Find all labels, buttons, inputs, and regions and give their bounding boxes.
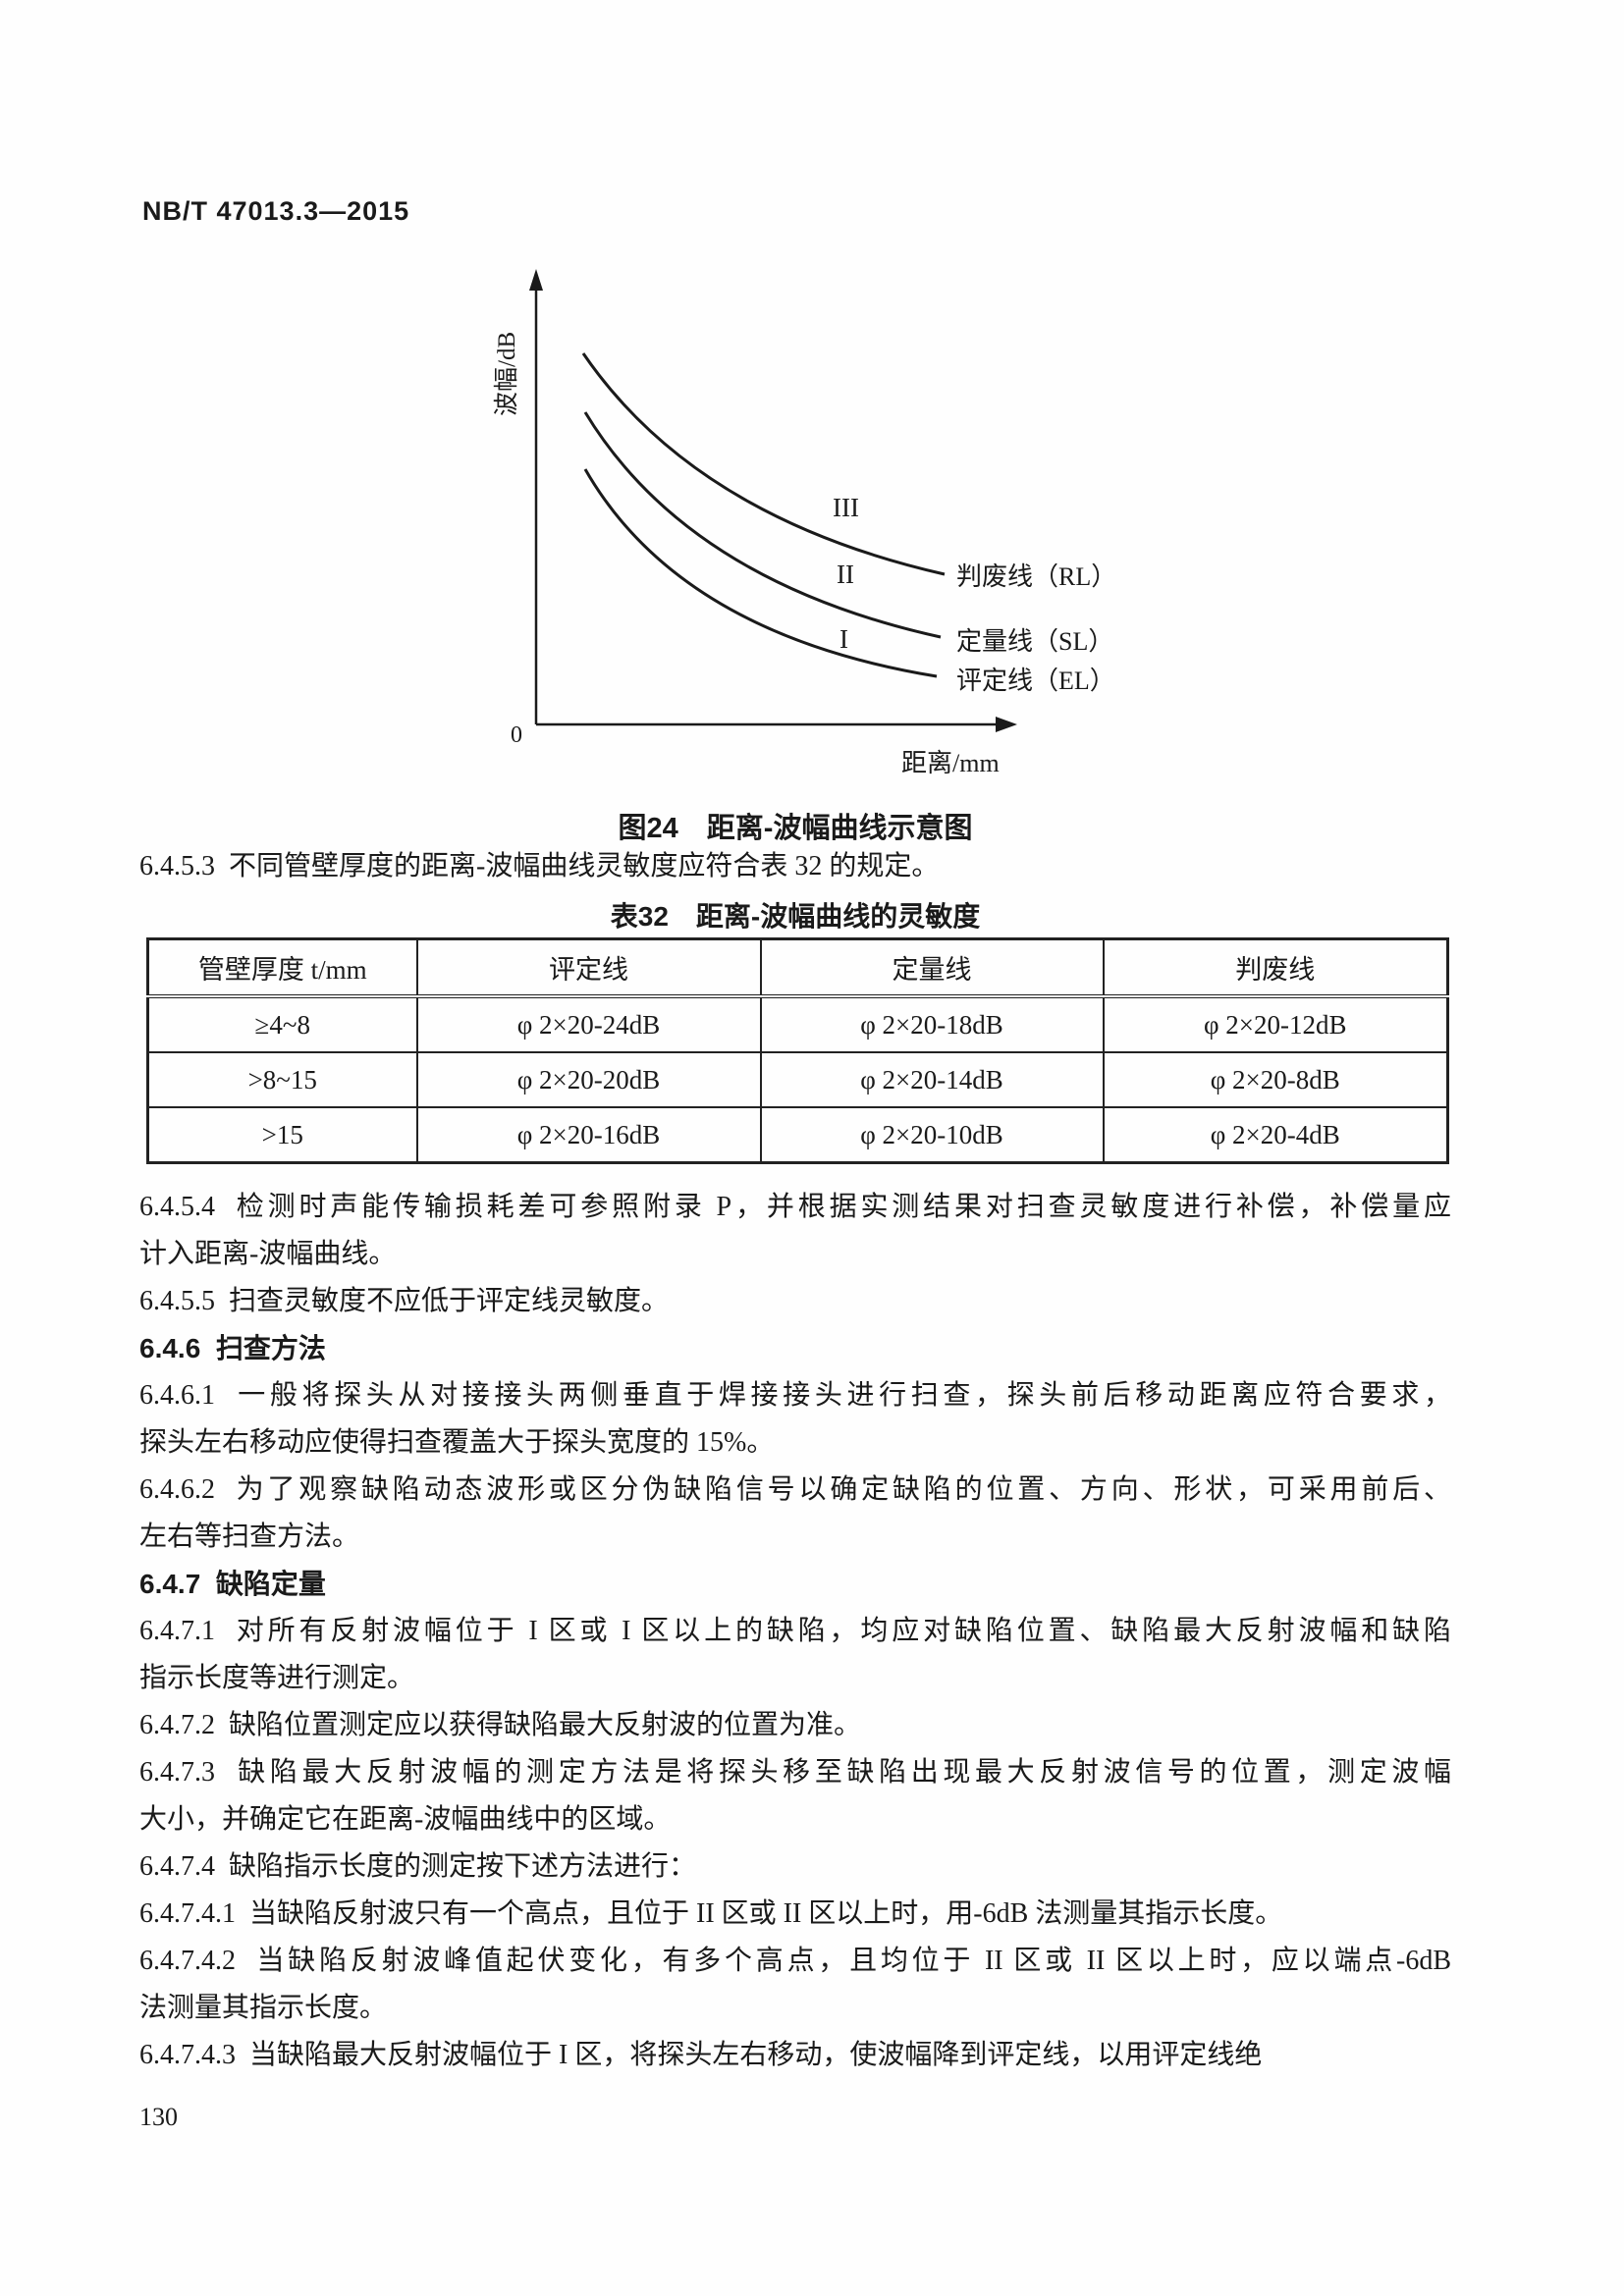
figure-caption: 图24 距离-波幅曲线示意图 bbox=[618, 813, 973, 844]
cell-thickness: >8~15 bbox=[146, 1051, 418, 1108]
y-axis-label: 波幅/dB bbox=[493, 332, 520, 416]
body-line: 6.4.6.2 为了观察缺陷动态波形或区分伪缺陷信号以确定缺陷的位置、方向、形状… bbox=[139, 1474, 1451, 1505]
body-line: 6.4.5.5 扫查灵敏度不应低于评定线灵敏度。 bbox=[139, 1286, 670, 1316]
body-line: 6.4.7.4.3 当缺陷最大反射波幅位于 I 区，将探头左右移动，使波幅降到评… bbox=[139, 2040, 1263, 2070]
body-line: 指示长度等进行测定。 bbox=[139, 1663, 415, 1693]
origin-label: 0 bbox=[511, 722, 522, 748]
body-line: 法测量其指示长度。 bbox=[139, 1993, 388, 2023]
dac-curve-figure: 波幅/dB 0 距离/mm III II I 判废线（RL） 定量线（SL） 评… bbox=[493, 269, 1116, 777]
table-row: ≥4~8 φ 2×20-24dB φ 2×20-18dB φ 2×20-12dB bbox=[146, 995, 1449, 1053]
x-axis-arrow-icon bbox=[996, 717, 1017, 732]
body-line: 6.4.6.1 一般将探头从对接接头两侧垂直于焊接接头进行扫查，探头前后移动距离… bbox=[139, 1380, 1451, 1411]
header-cell-evaluate-line: 评定线 bbox=[415, 937, 762, 998]
x-axis-label: 距离/mm bbox=[901, 749, 1000, 777]
body-line: 6.4.7.4.1 当缺陷反射波只有一个高点，且位于 II 区或 II 区以上时… bbox=[139, 1898, 1283, 1929]
clause-heading: 6.4.6 扫查方法 bbox=[139, 1333, 326, 1363]
cell-thickness: >15 bbox=[146, 1106, 418, 1164]
body-line: 6.4.5.4 检测时声能传输损耗差可参照附录 P，并根据实测结果对扫查灵敏度进… bbox=[139, 1192, 1451, 1222]
page-number: 130 bbox=[139, 2103, 178, 2131]
cell-quantify: φ 2×20-10dB bbox=[759, 1106, 1105, 1164]
region-label-ii: II bbox=[837, 560, 854, 589]
body-line: 计入距离-波幅曲线。 bbox=[139, 1239, 397, 1269]
body-line: 6.4.7.3 缺陷最大反射波幅的测定方法是将探头移至缺陷出现最大反射波信号的位… bbox=[139, 1757, 1451, 1788]
cell-evaluate: φ 2×20-16dB bbox=[415, 1106, 762, 1164]
header-cell-thickness: 管壁厚度 t/mm bbox=[146, 937, 418, 998]
table-header-row: 管壁厚度 t/mm 评定线 定量线 判废线 bbox=[146, 937, 1449, 998]
table-row: >15 φ 2×20-16dB φ 2×20-10dB φ 2×20-4dB bbox=[146, 1106, 1449, 1164]
table-32-title: 表32 距离-波幅曲线的灵敏度 bbox=[610, 901, 981, 932]
header-cell-quantify-line: 定量线 bbox=[759, 937, 1105, 998]
standard-number-header: NB/T 47013.3—2015 bbox=[142, 196, 410, 226]
body-text: 6.4.5.4 检测时声能传输损耗差可参照附录 P，并根据实测结果对扫查灵敏度进… bbox=[139, 1184, 1451, 2079]
cell-quantify: φ 2×20-14dB bbox=[759, 1051, 1105, 1108]
header-cell-reject-line: 判废线 bbox=[1102, 937, 1449, 998]
cell-evaluate: φ 2×20-24dB bbox=[415, 995, 762, 1053]
reject-line-label: 判废线（RL） bbox=[956, 562, 1116, 591]
body-line: 6.4.7.1 对所有反射波幅位于 I 区或 I 区以上的缺陷，均应对缺陷位置、… bbox=[139, 1616, 1451, 1646]
table-32: 管壁厚度 t/mm 评定线 定量线 判废线 ≥4~8 φ 2×20-24dB φ… bbox=[146, 937, 1449, 1164]
quantify-line-label: 定量线（SL） bbox=[956, 627, 1113, 656]
body-line: 6.4.7.4.2 当缺陷反射波峰值起伏变化，有多个高点，且均位于 II 区或 … bbox=[139, 1946, 1451, 1976]
body-line: 6.4.7.2 缺陷位置测定应以获得缺陷最大反射波的位置为准。 bbox=[139, 1710, 862, 1740]
cell-thickness: ≥4~8 bbox=[146, 995, 418, 1053]
region-label-iii: III bbox=[833, 493, 859, 522]
body-line: 6.4.7.4 缺陷指示长度的测定按下述方法进行： bbox=[139, 1851, 697, 1882]
cell-evaluate: φ 2×20-20dB bbox=[415, 1051, 762, 1108]
region-label-i: I bbox=[839, 624, 848, 654]
evaluate-line-curve bbox=[583, 468, 938, 678]
cell-reject: φ 2×20-8dB bbox=[1102, 1051, 1449, 1108]
cell-reject: φ 2×20-12dB bbox=[1102, 995, 1449, 1053]
y-axis-arrow-icon bbox=[529, 269, 543, 291]
body-line: 探头左右移动应使得扫查覆盖大于探头宽度的 15%。 bbox=[139, 1427, 775, 1458]
body-line: 大小，并确定它在距离-波幅曲线中的区域。 bbox=[139, 1804, 672, 1835]
cell-reject: φ 2×20-4dB bbox=[1102, 1106, 1449, 1164]
quantify-line-curve bbox=[583, 411, 942, 639]
table-row: >8~15 φ 2×20-20dB φ 2×20-14dB φ 2×20-8dB bbox=[146, 1051, 1449, 1108]
cell-quantify: φ 2×20-18dB bbox=[759, 995, 1105, 1053]
clause-6-4-5-3: 6.4.5.3 不同管壁厚度的距离-波幅曲线灵敏度应符合表 32 的规定。 bbox=[139, 851, 940, 881]
clause-heading: 6.4.7 缺陷定量 bbox=[139, 1569, 326, 1599]
body-line: 左右等扫查方法。 bbox=[139, 1522, 360, 1552]
reject-line-curve bbox=[581, 352, 946, 576]
evaluate-line-label: 评定线（EL） bbox=[956, 667, 1115, 695]
